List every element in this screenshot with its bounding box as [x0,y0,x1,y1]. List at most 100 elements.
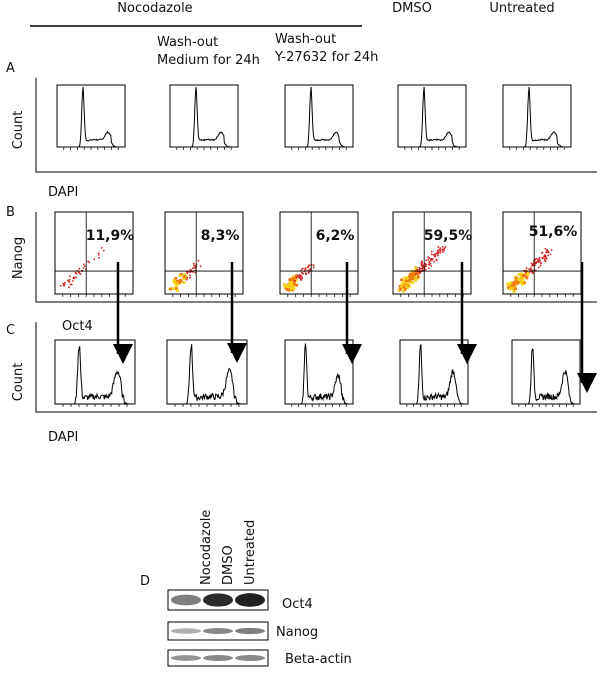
scatter-dot [87,260,89,263]
scatter-dot [300,275,303,278]
histogram [170,86,238,148]
scatter-dot [79,273,82,276]
scatter-dot [545,256,547,259]
scatter-dot [173,281,177,285]
scatter-dot [300,271,303,274]
scatter-dot [410,277,414,281]
column-label: Nocodazole [117,1,192,16]
scatter-dot [312,264,315,267]
scatter-dot [537,266,540,269]
axis-ticks [510,294,574,297]
histogram [57,86,125,148]
blot-band [235,627,265,635]
scatter-dot [516,281,520,285]
percentage-label: 6,2% [316,228,355,244]
plot-frame [397,84,467,148]
scatter-dot [304,272,307,275]
scatter-dot [424,264,427,267]
axis-ticks [404,147,460,150]
scatter-dot [93,258,96,261]
percentage-label: 8,3% [201,228,240,244]
scatter-dot [434,254,437,257]
percentage-label: 11,9% [86,228,135,244]
plot-frame [502,84,572,148]
plot-frame [166,339,248,405]
scatter-dot [424,268,427,271]
scatter-dot [194,271,197,274]
scatter-dot [418,268,420,270]
scatter-dot [421,260,423,262]
scatter-dot [67,279,69,282]
histogram [167,344,247,406]
blot-band [203,655,233,661]
histogram [285,343,353,405]
scatter-dot [68,286,70,289]
scatter-dot [78,267,81,270]
blot-band [171,594,201,606]
scatter-dot [430,250,433,253]
scatter-dot [526,273,530,277]
histogram [285,86,353,148]
scatter-dot [547,254,549,257]
plot-frame [169,84,239,148]
blot-band [235,593,265,607]
scatter-dot [512,283,516,287]
scatter-dot [88,261,91,264]
y-label: Count [11,111,26,150]
percentage-label: 59,5% [424,228,473,244]
scatter-dot [429,259,432,262]
scatter-dot [443,247,446,250]
scatter-dot [512,289,516,294]
scatter-dot [416,275,420,279]
scatter-dot [399,287,403,291]
scatter-dot [513,280,517,284]
scatter-dot [525,267,528,269]
axis-ticks [509,147,565,150]
scatter-dot [544,260,547,262]
scatter-dot [520,280,524,285]
blot-row-label: Oct4 [282,597,313,612]
scatter-dot [435,252,437,255]
scatter-dot [433,260,435,263]
panel-bracket [35,212,597,303]
scatter-dot [192,262,195,265]
scatter-dot [64,281,66,284]
histogram [400,344,468,405]
axis-ticks [63,147,119,150]
blot-band [171,655,201,661]
scatter-dot [189,274,192,277]
scatter-dot [74,271,77,274]
scatter-dot [427,267,430,270]
scatter-dot [75,276,77,279]
scatter-dot [308,264,310,267]
scatter-dot [282,283,287,287]
scatter-dot [178,274,182,278]
lane-label: Untreated [243,520,258,585]
blot-row-label: Beta-actin [285,652,352,667]
scatter-dot [444,246,447,248]
scatter-dot [535,257,538,260]
scatter-dot [407,281,411,285]
panel-letter: C [6,323,15,338]
scatter-dot [402,280,406,284]
scatter-dot [292,282,296,286]
column-label: Untreated [489,1,554,16]
scatter-dot [428,260,431,263]
blot-band [203,628,233,634]
scatter-dot [300,279,302,281]
scatter-dot [199,265,202,268]
scatter-dot [439,252,441,254]
blot-frame [167,649,269,667]
scatter-dot [100,247,103,249]
scatter-dot [537,258,540,260]
scatter-dot [522,273,526,277]
scatter-dot [175,288,179,293]
scatter-dot [415,273,417,276]
scatter-dot [538,256,541,259]
scatter-dot [62,284,65,287]
scatter-dot [411,280,415,284]
axis-ticks [172,294,236,297]
axis-ticks [518,404,574,407]
scatter-dot [525,276,529,280]
scatter-dot [550,249,553,251]
